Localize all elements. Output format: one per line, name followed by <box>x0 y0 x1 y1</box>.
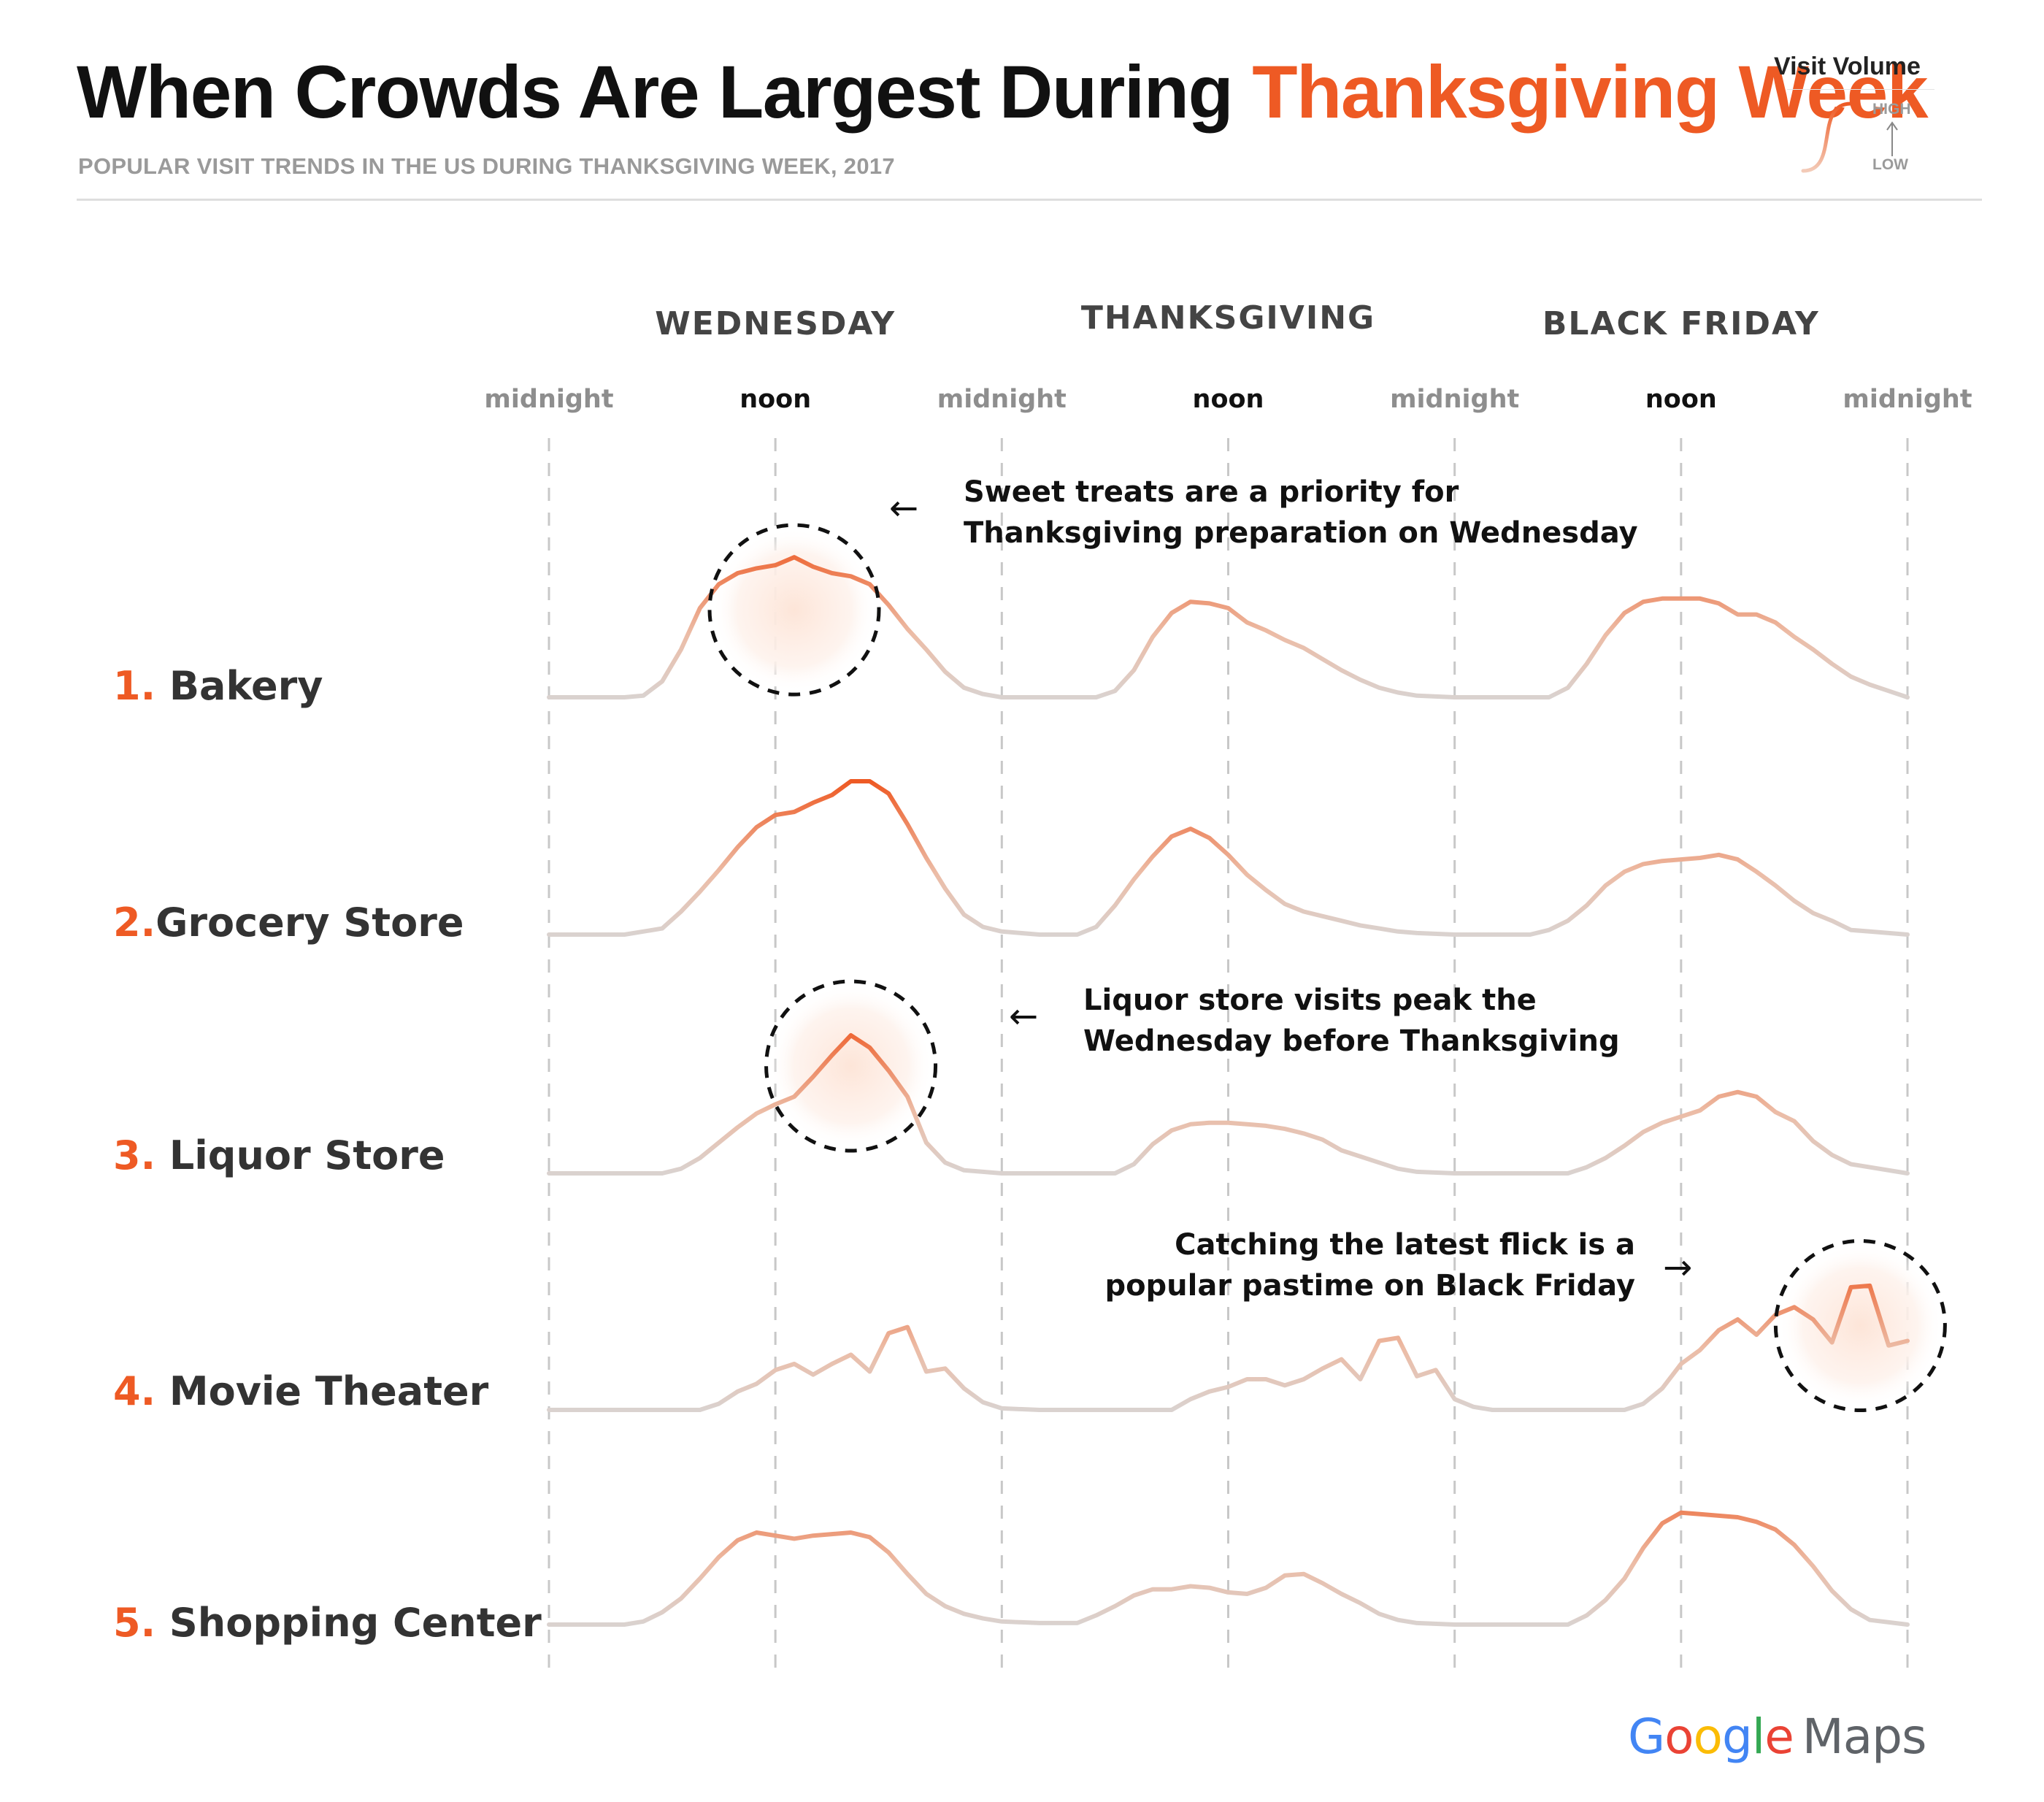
header-divider <box>77 199 1982 201</box>
annotation-line: Thanksgiving preparation on Wednesday <box>964 516 1638 550</box>
visit-volume-legend: Visit Volume HIGH LOW <box>1774 53 1942 184</box>
left-arrow-icon: ← <box>889 488 919 529</box>
row-rank: 5. <box>113 1600 169 1646</box>
callout-glow <box>769 984 933 1148</box>
left-arrow-icon: ← <box>1009 996 1039 1037</box>
row-rank: 2. <box>113 900 156 946</box>
title-highlight: Thanksgiving Week <box>1252 50 1928 134</box>
series-line-liquor-store <box>547 1033 1910 1176</box>
x-tick-label: noon <box>739 385 812 414</box>
callout-ring <box>707 523 881 697</box>
series-line-bakery <box>547 555 1910 699</box>
annotation-line: Sweet treats are a priority for <box>964 475 1459 509</box>
bakery-annotation: Sweet treats are a priority for Thanksgi… <box>964 472 1638 553</box>
row-name: Bakery <box>169 663 323 709</box>
x-tick-label: noon <box>1192 385 1264 414</box>
annotation-line: Wednesday before Thanksgiving <box>1083 1024 1620 1058</box>
row-rank: 4. <box>113 1368 169 1414</box>
google-maps-logo: Google Maps <box>1628 1709 1926 1765</box>
row-name: Movie Theater <box>169 1368 489 1414</box>
movie-annotation: Catching the latest flick is a popular p… <box>1095 1224 1635 1306</box>
row-name: Shopping Center <box>169 1600 542 1646</box>
x-tick-label: noon <box>1645 385 1717 414</box>
day-section-label: BLACK FRIDAY <box>1542 305 1820 342</box>
callout-glow <box>1778 1243 1943 1408</box>
x-tick-label: midnight <box>484 385 614 414</box>
series-line-shopping-center <box>547 1510 1910 1627</box>
row-label: 1. Bakery <box>113 663 323 709</box>
row-label: 2.Grocery Store <box>113 900 464 946</box>
x-tick-label: midnight <box>937 385 1067 414</box>
chart-subtitle: POPULAR VISIT TRENDS IN THE US DURING TH… <box>78 153 895 179</box>
series-line-movie-theater <box>547 1283 1910 1412</box>
title-prefix: When Crowds Are Largest During <box>77 50 1234 134</box>
callout-glow <box>712 528 877 692</box>
callout-ring <box>1773 1239 1947 1412</box>
row-name: Grocery Store <box>155 900 464 946</box>
annotation-line: popular pastime on Black Friday <box>1104 1269 1635 1303</box>
legend-scale-icon <box>1787 89 1934 173</box>
row-label: 3. Liquor Store <box>113 1132 445 1178</box>
right-arrow-icon: → <box>1663 1247 1693 1288</box>
x-tick-label: midnight <box>1843 385 1972 414</box>
row-rank: 1. <box>113 663 169 709</box>
annotation-line: Liquor store visits peak the <box>1083 984 1537 1017</box>
row-name: Liquor Store <box>169 1132 445 1178</box>
row-rank: 3. <box>113 1132 169 1178</box>
google-wordmark: Google <box>1628 1709 1794 1765</box>
day-section-label: THANKSGIVING <box>1080 299 1376 337</box>
series-line-grocery-store <box>547 779 1910 937</box>
callout-ring <box>764 979 938 1153</box>
chart-title: When Crowds Are Largest During Thanksgiv… <box>77 50 1929 135</box>
legend-high-label: HIGH <box>1872 101 1911 118</box>
row-label: 4. Movie Theater <box>113 1368 488 1414</box>
day-section-label: WEDNESDAY <box>655 305 896 342</box>
x-tick-label: midnight <box>1390 385 1520 414</box>
annotation-line: Catching the latest flick is a <box>1175 1228 1635 1262</box>
maps-wordmark: Maps <box>1802 1709 1927 1765</box>
row-label: 5. Shopping Center <box>113 1600 542 1646</box>
legend-title: Visit Volume <box>1774 53 1921 80</box>
liquor-annotation: Liquor store visits peak the Wednesday b… <box>1083 980 1620 1062</box>
legend-low-label: LOW <box>1872 156 1908 173</box>
